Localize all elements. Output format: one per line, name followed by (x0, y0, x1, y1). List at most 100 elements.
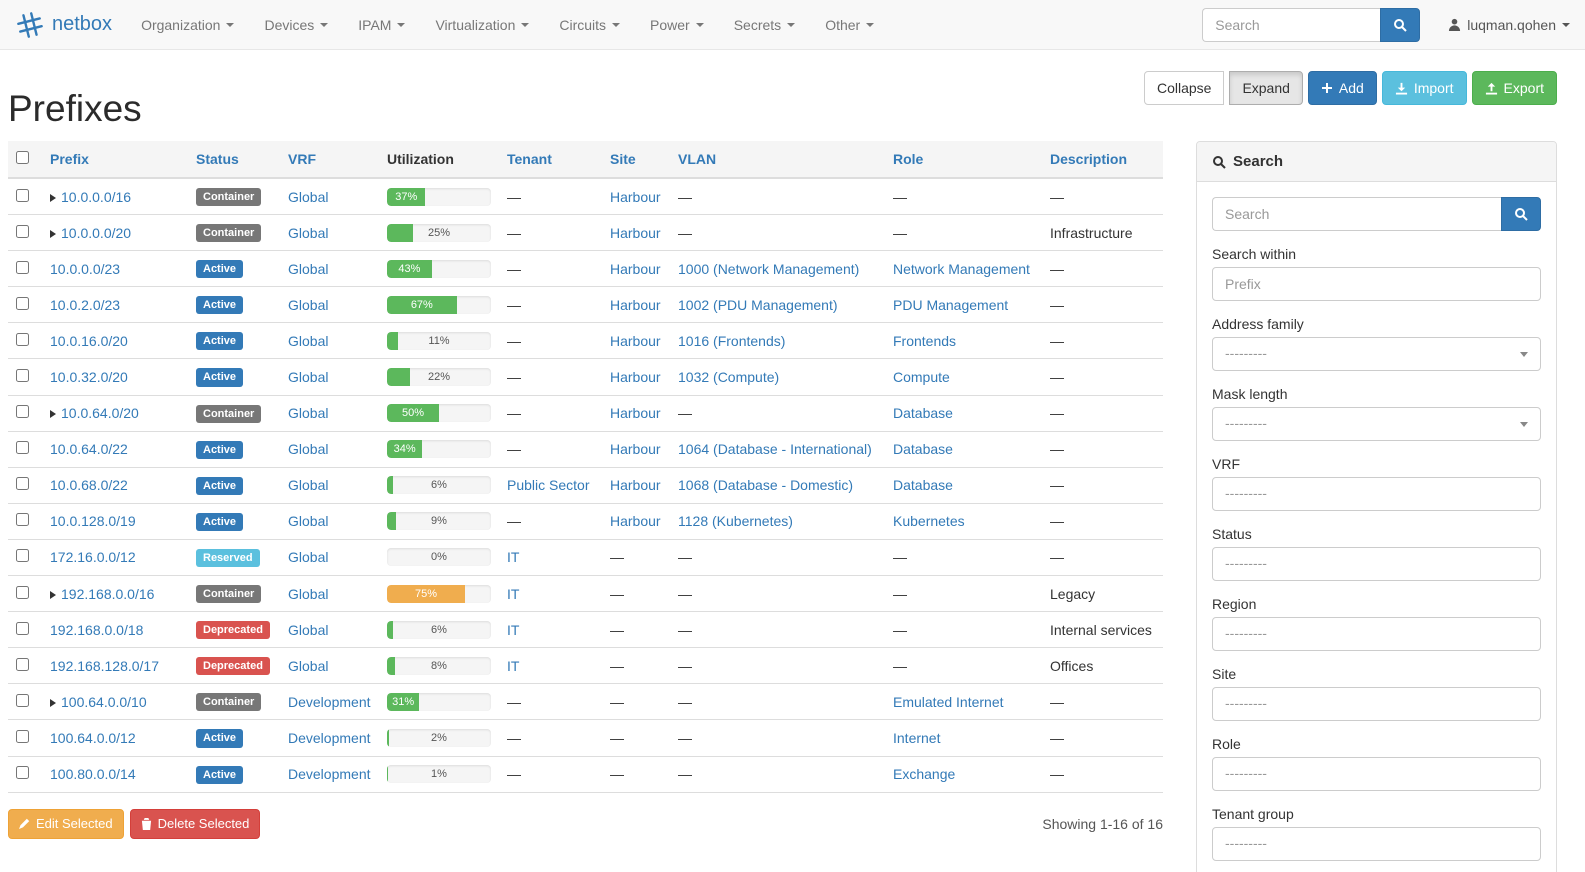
select-all-checkbox[interactable] (16, 151, 29, 164)
role-link[interactable]: Database (893, 477, 953, 494)
tenant-link[interactable]: IT (507, 549, 520, 566)
vlan-link[interactable]: 1032 (Compute) (678, 369, 780, 386)
prefix-link[interactable]: 100.64.0.0/12 (50, 729, 136, 746)
column-header-description[interactable]: Description (1042, 141, 1163, 179)
role-link[interactable]: Database (893, 405, 953, 422)
nav-item-circuits[interactable]: Circuits (544, 1, 635, 49)
expand-toggle-icon[interactable] (50, 410, 56, 419)
filter-select-mask-length[interactable]: --------- (1212, 407, 1541, 441)
row-checkbox[interactable] (16, 729, 29, 743)
filter-input-role[interactable]: --------- (1212, 757, 1541, 791)
column-header-site[interactable]: Site (602, 141, 670, 179)
row-checkbox[interactable] (16, 224, 29, 238)
filter-input-search-within[interactable] (1212, 267, 1541, 301)
column-header-role[interactable]: Role (885, 141, 1042, 179)
vrf-link[interactable]: Global (288, 549, 329, 566)
site-link[interactable]: Harbour (610, 477, 661, 494)
vrf-link[interactable]: Global (288, 224, 329, 241)
vrf-link[interactable]: Global (288, 513, 329, 530)
role-link[interactable]: Kubernetes (893, 513, 965, 530)
site-link[interactable]: Harbour (610, 224, 661, 241)
tenant-link[interactable]: IT (507, 621, 520, 638)
prefix-link[interactable]: 10.0.0.0/16 (61, 188, 132, 205)
row-checkbox[interactable] (16, 621, 29, 635)
vlan-link[interactable]: 1000 (Network Management) (678, 260, 860, 277)
role-link[interactable]: Internet (893, 729, 941, 746)
prefix-link[interactable]: 100.64.0.0/10 (61, 693, 147, 710)
filter-input-site[interactable]: --------- (1212, 687, 1541, 721)
expand-toggle-icon[interactable] (50, 590, 56, 599)
navbar-search-button[interactable] (1380, 7, 1421, 42)
role-link[interactable]: Network Management (893, 260, 1030, 277)
column-header-vrf[interactable]: VRF (280, 141, 379, 179)
site-link[interactable]: Harbour (610, 296, 661, 313)
collapse-button[interactable]: Collapse (1143, 71, 1225, 105)
prefix-link[interactable]: 10.0.64.0/22 (50, 441, 128, 458)
vrf-link[interactable]: Global (288, 657, 329, 674)
role-link[interactable]: Exchange (893, 766, 956, 783)
nav-item-other[interactable]: Other (810, 1, 889, 49)
filter-input-tenant-group[interactable]: --------- (1212, 827, 1541, 861)
nav-item-power[interactable]: Power (635, 1, 719, 49)
site-link[interactable]: Harbour (610, 441, 661, 458)
prefix-link[interactable]: 10.0.0.0/20 (61, 224, 132, 241)
vrf-link[interactable]: Global (288, 296, 329, 313)
nav-item-virtualization[interactable]: Virtualization (420, 1, 544, 49)
expand-toggle-icon[interactable] (50, 193, 56, 202)
tenant-link[interactable]: Public Sector (507, 477, 590, 494)
vlan-link[interactable]: 1002 (PDU Management) (678, 296, 838, 313)
role-link[interactable]: PDU Management (893, 296, 1009, 313)
row-checkbox[interactable] (16, 585, 29, 599)
prefix-link[interactable]: 10.0.32.0/20 (50, 369, 128, 386)
tenant-link[interactable]: IT (507, 585, 520, 602)
prefix-link[interactable]: 192.168.128.0/17 (50, 657, 159, 674)
row-checkbox[interactable] (16, 477, 29, 491)
vrf-link[interactable]: Global (288, 477, 329, 494)
expand-toggle-icon[interactable] (50, 698, 56, 707)
prefix-link[interactable]: 10.0.0.0/23 (50, 260, 121, 277)
column-header-vlan[interactable]: VLAN (670, 141, 885, 179)
navbar-search-input[interactable] (1202, 7, 1381, 42)
row-checkbox[interactable] (16, 513, 29, 527)
vrf-link[interactable]: Global (288, 369, 329, 386)
nav-item-ipam[interactable]: IPAM (343, 1, 420, 49)
vlan-link[interactable]: 1016 (Frontends) (678, 332, 786, 349)
vrf-link[interactable]: Global (288, 260, 329, 277)
role-link[interactable]: Compute (893, 369, 950, 386)
vrf-link[interactable]: Development (288, 766, 371, 783)
nav-item-organization[interactable]: Organization (126, 1, 249, 49)
site-link[interactable]: Harbour (610, 332, 661, 349)
column-header-tenant[interactable]: Tenant (499, 141, 602, 179)
site-link[interactable]: Harbour (610, 260, 661, 277)
row-checkbox[interactable] (16, 766, 29, 780)
prefix-link[interactable]: 10.0.68.0/22 (50, 477, 128, 494)
filter-input-vrf[interactable]: --------- (1212, 477, 1541, 511)
delete-selected-button[interactable]: Delete Selected (129, 808, 261, 839)
prefix-link[interactable]: 100.80.0.0/14 (50, 766, 136, 783)
row-checkbox[interactable] (16, 693, 29, 707)
vrf-link[interactable]: Development (288, 693, 371, 710)
import-button[interactable]: Import (1381, 71, 1467, 105)
role-link[interactable]: Database (893, 441, 953, 458)
tenant-link[interactable]: IT (507, 657, 520, 674)
prefix-link[interactable]: 172.16.0.0/12 (50, 549, 136, 566)
vrf-link[interactable]: Global (288, 188, 329, 205)
vrf-link[interactable]: Global (288, 621, 329, 638)
edit-selected-button[interactable]: Edit Selected (8, 808, 124, 839)
row-checkbox[interactable] (16, 405, 29, 419)
filter-input-status[interactable]: --------- (1212, 547, 1541, 581)
vrf-link[interactable]: Global (288, 585, 329, 602)
row-checkbox[interactable] (16, 332, 29, 346)
prefix-link[interactable]: 10.0.16.0/20 (50, 332, 128, 349)
vlan-link[interactable]: 1128 (Kubernetes) (678, 513, 793, 530)
filter-select-address-family[interactable]: --------- (1212, 337, 1541, 371)
column-header-status[interactable]: Status (188, 141, 280, 179)
vlan-link[interactable]: 1064 (Database - International) (678, 441, 872, 458)
vrf-link[interactable]: Global (288, 332, 329, 349)
vrf-link[interactable]: Development (288, 729, 371, 746)
filter-input-region[interactable]: --------- (1212, 617, 1541, 651)
site-link[interactable]: Harbour (610, 188, 661, 205)
row-checkbox[interactable] (16, 260, 29, 274)
row-checkbox[interactable] (16, 657, 29, 671)
row-checkbox[interactable] (16, 549, 29, 563)
